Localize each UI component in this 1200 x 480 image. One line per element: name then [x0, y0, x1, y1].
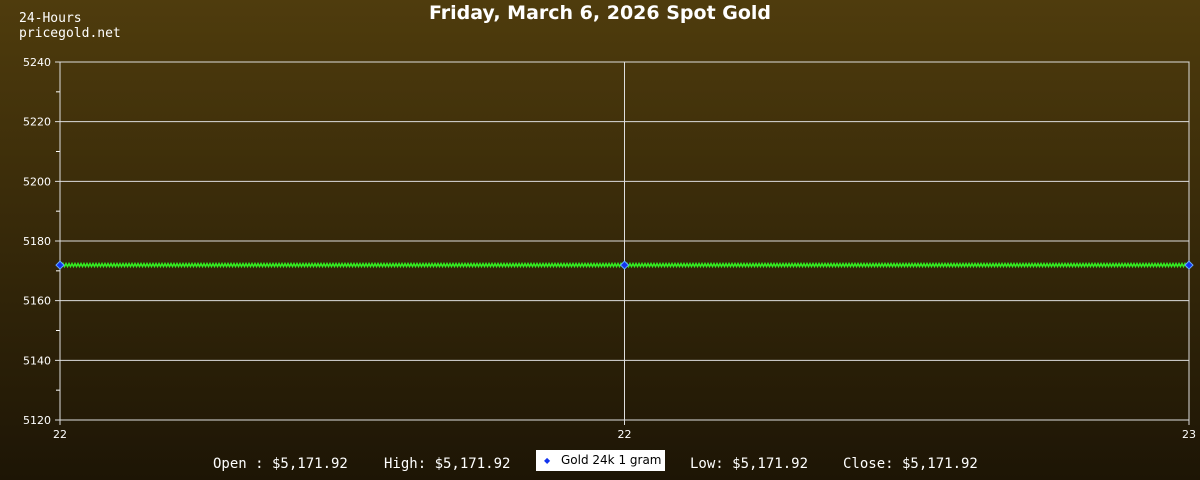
legend-marker-icon: ◆	[544, 456, 551, 465]
x-tick-label: 22	[53, 428, 67, 441]
data-point	[619, 260, 630, 270]
y-tick-label: 5160	[23, 295, 51, 308]
high-stat: High: $5,171.92	[384, 456, 511, 472]
legend-label: Gold 24k 1 gram	[561, 453, 662, 467]
open-stat: Open : $5,171.92	[213, 456, 348, 472]
x-tick-label: 23	[1182, 428, 1196, 441]
low-stat: Low: $5,171.92	[690, 456, 809, 472]
chart-title: Friday, March 6, 2026 Spot Gold	[428, 2, 772, 24]
x-tick-label: 22	[618, 428, 632, 441]
y-tick-label: 5200	[23, 175, 51, 188]
y-tick-label: 5220	[23, 116, 51, 129]
data-point	[55, 260, 65, 270]
data-point	[1184, 260, 1194, 270]
y-tick-label: 5140	[23, 354, 51, 367]
legend: ◆ Gold 24k 1 gram	[536, 450, 665, 471]
y-tick-label: 5180	[23, 235, 51, 248]
y-tick-label: 5120	[23, 414, 51, 427]
y-tick-label: 5240	[23, 56, 51, 69]
site-label: pricegold.net	[19, 26, 121, 41]
period-label: 24-Hours	[19, 11, 82, 26]
close-stat: Close: $5,171.92	[843, 456, 978, 472]
